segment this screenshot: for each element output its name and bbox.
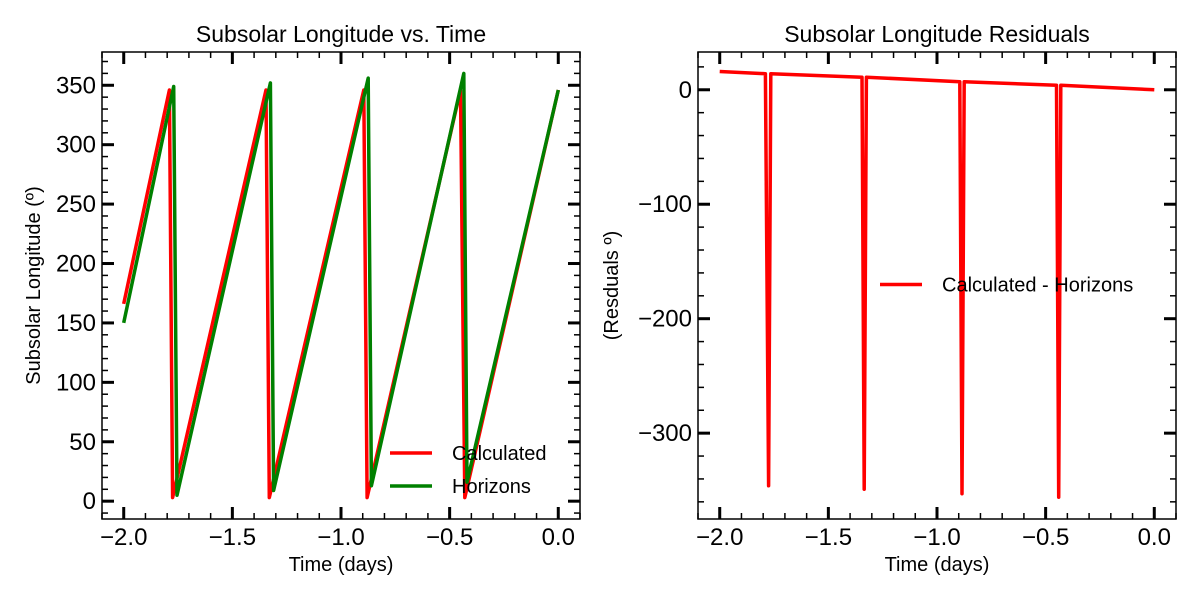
x-tick-label: −1.0 [913, 524, 960, 551]
y-tick-label: −100 [638, 191, 692, 218]
y-tick-label: 100 [56, 369, 96, 396]
x-tick-label: 0.0 [542, 524, 575, 551]
x-tick-label: −0.5 [426, 524, 473, 551]
x-tick-label: −2.0 [696, 524, 743, 551]
x-tick-label: −1.5 [805, 524, 852, 551]
y-tick-label: 300 [56, 132, 96, 159]
series-line-calculated [121, 88, 561, 500]
chart-title: Subsolar Longitude Residuals [784, 21, 1090, 47]
y-tick-label: 0 [83, 488, 96, 515]
y-tick-label: 250 [56, 191, 96, 218]
series-group [719, 69, 1155, 500]
y-tick-label: 150 [56, 310, 96, 337]
chart-title: Subsolar Longitude vs. Time [196, 21, 486, 47]
x-tick-label: −1.5 [209, 524, 256, 551]
y-tick-label: −300 [638, 420, 692, 447]
x-axis-label: Time (days) [885, 554, 990, 576]
x-tick-label: −1.0 [317, 524, 364, 551]
x-tick-label: −2.0 [100, 524, 147, 551]
legend-label: Horizons [452, 476, 531, 498]
y-tick-label: 200 [56, 251, 96, 278]
y-tick-label: 350 [56, 72, 96, 99]
y-tick-label: 50 [69, 429, 96, 456]
legend: Calculated - Horizons [880, 275, 1133, 297]
x-axis-label: Time (days) [289, 554, 394, 576]
legend-label: Calculated [452, 443, 547, 465]
chart-panel-2: −2.0 −1.5 −1.0 −0.5 0.0 0 −100 −200 −300 Subsolar… [601, 21, 1177, 576]
series-line-calculated-horizons [719, 69, 1155, 500]
legend: Calculated Horizons [390, 443, 547, 498]
y-axis-label: Subsolar Longitude (º) [23, 186, 45, 385]
chart-panel-1: −2.0 −1.5 −1.0 −0.5 0.0 0 50 100 150 200 250 300 350… [23, 21, 581, 576]
y-axis-label: (Resduals º) [601, 231, 623, 341]
y-tick-label: 0 [679, 77, 692, 104]
y-tick-label: −200 [638, 306, 692, 333]
legend-label: Calculated - Horizons [942, 275, 1133, 297]
series-group [121, 71, 561, 500]
x-tick-label: 0.0 [1138, 524, 1171, 551]
series-line-horizons [121, 71, 561, 497]
x-tick-label: −0.5 [1022, 524, 1069, 551]
